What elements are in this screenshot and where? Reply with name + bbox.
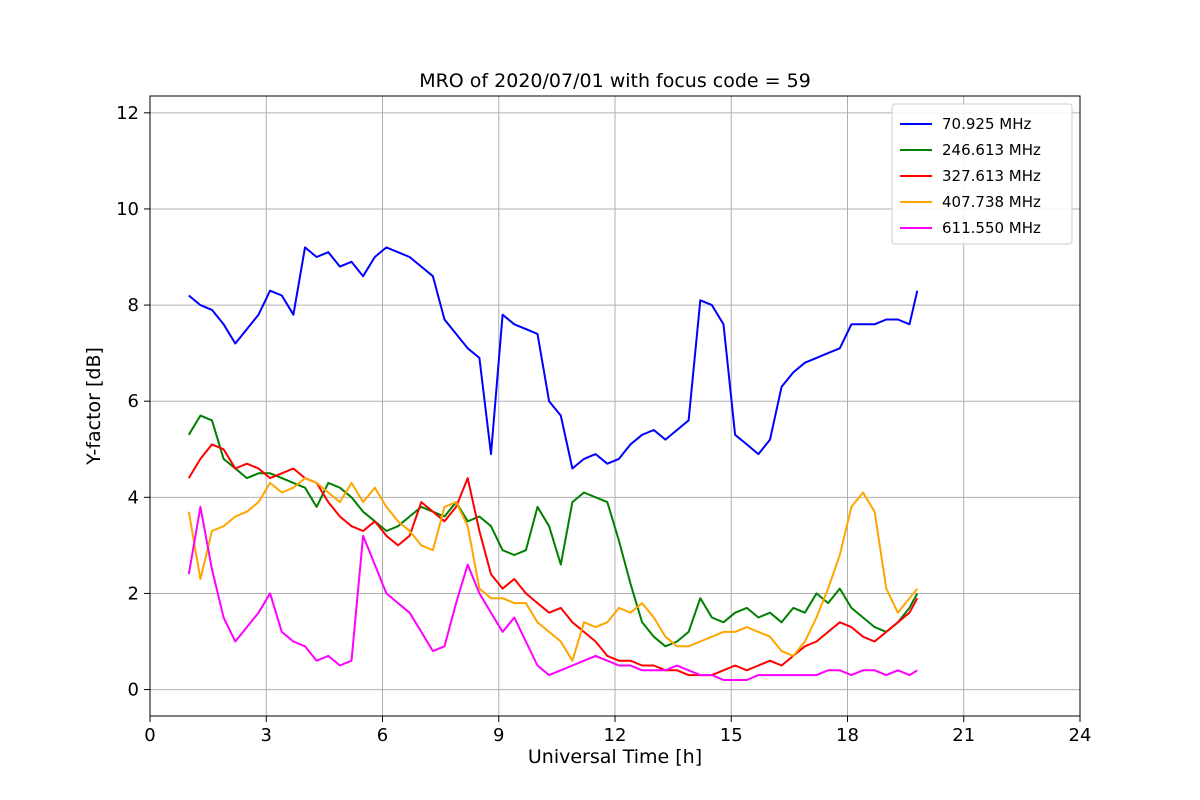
x-tick-label: 24 [1069, 725, 1092, 746]
series-layer [187, 246, 919, 681]
x-tick-label: 15 [720, 725, 743, 746]
y-tick-label: 0 [128, 680, 139, 701]
y-axis-label: Y-factor [dB] [83, 347, 105, 466]
legend: 70.925 MHz 246.613 MHz 327.613 MHz 407.738 … [891, 103, 1073, 245]
x-tick-label: 0 [144, 725, 155, 746]
legend-entry-label: 246.613 MHz [942, 141, 1041, 159]
x-tick-label: 21 [952, 725, 975, 746]
y-tick-label: 12 [116, 103, 139, 124]
series-line-1 [188, 246, 919, 470]
legend-entry-label: 70.925 MHz [942, 115, 1031, 133]
y-axis: 0 2 4 6 8 10 12 [116, 103, 150, 701]
y-tick-label: 4 [128, 487, 139, 508]
legend-box [891, 103, 1073, 245]
x-axis: 0 3 6 9 12 15 18 21 24 [144, 716, 1091, 746]
legend-entry-label: 611.550 MHz [942, 219, 1041, 237]
series-line-4 [187, 477, 919, 662]
x-tick-label: 9 [493, 725, 504, 746]
y-tick-label: 10 [116, 199, 139, 220]
y-tick-label: 8 [128, 295, 139, 316]
legend-entry-label: 407.738 MHz [942, 193, 1041, 211]
series-line-2 [187, 414, 919, 648]
x-axis-label: Universal Time [h] [528, 746, 702, 768]
x-tick-label: 18 [836, 725, 859, 746]
plot-area [187, 246, 919, 681]
series-line-5 [187, 505, 918, 681]
legend-entry-label: 327.613 MHz [942, 167, 1041, 185]
x-tick-label: 12 [604, 725, 627, 746]
x-tick-label: 3 [261, 725, 272, 746]
chart-title: MRO of 2020/07/01 with focus code = 59 [419, 70, 811, 92]
y-tick-label: 2 [128, 583, 139, 604]
y-tick-label: 6 [128, 391, 139, 412]
x-tick-label: 6 [377, 725, 388, 746]
